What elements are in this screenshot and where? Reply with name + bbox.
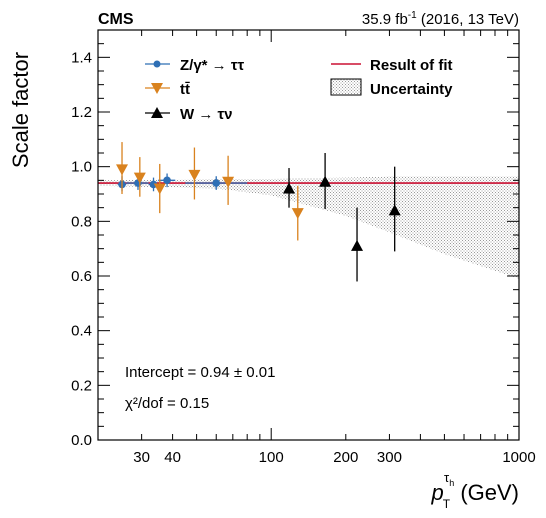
x-axis-label: pTτh (GeV) [430,470,519,511]
marker-triangle-down [222,176,235,188]
marker-triangle-down [188,169,201,181]
legend-uncertainty-swatch [330,78,362,96]
x-tick-label: 200 [333,449,358,466]
legend-wtaunu-label: W → τν [180,106,233,123]
legend-wtaunu-marker [151,107,163,118]
y-axis-label: Scale factor [8,52,33,168]
y-tick-label: 0.8 [71,213,92,230]
marker-triangle-down [291,208,304,220]
x-tick-label: 40 [164,449,181,466]
x-tick-label: 100 [259,449,284,466]
marker-triangle-up [319,175,332,187]
chi2-annotation: χ²/dof = 0.15 [125,395,209,412]
data-point [133,157,146,197]
y-tick-label: 1.4 [71,49,92,66]
intercept-annotation: Intercept = 0.94 ± 0.01 [125,364,275,381]
experiment-label: CMS [98,11,134,28]
series-ttbar [116,142,304,241]
legend-ttbar-label: tt̄ [180,81,190,98]
x-tick-label: 300 [377,449,402,466]
y-tick-label: 0.4 [71,323,92,340]
data-point [291,185,304,241]
luminosity-exponent: -1 [408,10,417,21]
marker-circle [212,179,221,187]
data-point [222,155,235,205]
data-point [388,166,401,252]
legend-item-ttbar: tt̄ [145,81,190,98]
x-tick-label: 1000 [502,449,535,466]
luminosity-value: 35.9 fb [362,11,408,28]
marker-triangle-up [388,204,401,216]
luminosity-label: 35.9 fb-1 (2016, 13 TeV) [362,10,519,28]
y-tick-label: 0.6 [71,268,92,285]
legend-ttbar-marker [151,83,163,94]
series-layer [116,142,401,282]
uncertainty-band-layer [98,176,519,279]
marker-triangle-up [283,182,296,194]
legend-ztautau-marker [153,60,161,68]
marker-triangle-down [116,164,129,176]
marker-circle [163,176,171,185]
data-point [153,163,166,214]
marker-triangle-down [153,183,166,195]
y-tick-label: 0.2 [71,377,92,394]
data-point [116,142,129,194]
x-axis-unit: (GeV) [454,480,519,505]
x-tick-label: 30 [133,449,150,466]
legend: Z/γ* → ττ tt̄ W → τν Result of fit Uncer… [145,57,453,123]
legend-item-uncertainty: Uncertainty [330,78,453,98]
data-point [319,153,332,210]
x-axis-symbol-supersub: h [449,478,454,488]
y-tick-label: 0.0 [71,432,92,449]
data-point [158,173,176,188]
marker-triangle-up [351,239,364,251]
legend-fit-label: Result of fit [370,57,453,74]
x-axis-symbol-superscript: τ [444,470,450,485]
legend-uncertainty-label: Uncertainty [370,81,453,98]
x-axis-symbol: p [430,480,443,505]
marker-triangle-down [133,172,146,184]
x-axis-symbol-subscript: T [443,497,451,511]
data-point [185,176,248,190]
data-point [188,147,201,200]
data-point [351,207,364,282]
series-wtaunu [283,153,401,282]
axis-layer: 0.0 0.2 0.4 0.6 0.8 1.0 1.2 1.4 30 40 100 200 300 100… [71,29,536,466]
data-point [283,168,296,208]
series-ztautau [117,173,248,192]
legend-item-fit: Result of fit [331,57,453,74]
luminosity-conditions: (2016, 13 TeV) [417,11,519,28]
uncertainty-band [98,176,519,279]
legend-item-wtaunu: W → τν [145,106,233,123]
y-tick-label: 1.0 [71,159,92,176]
legend-item-ztautau: Z/γ* → ττ [145,57,245,74]
y-tick-label: 1.2 [71,104,92,121]
legend-ztautau-label: Z/γ* → ττ [180,57,245,74]
